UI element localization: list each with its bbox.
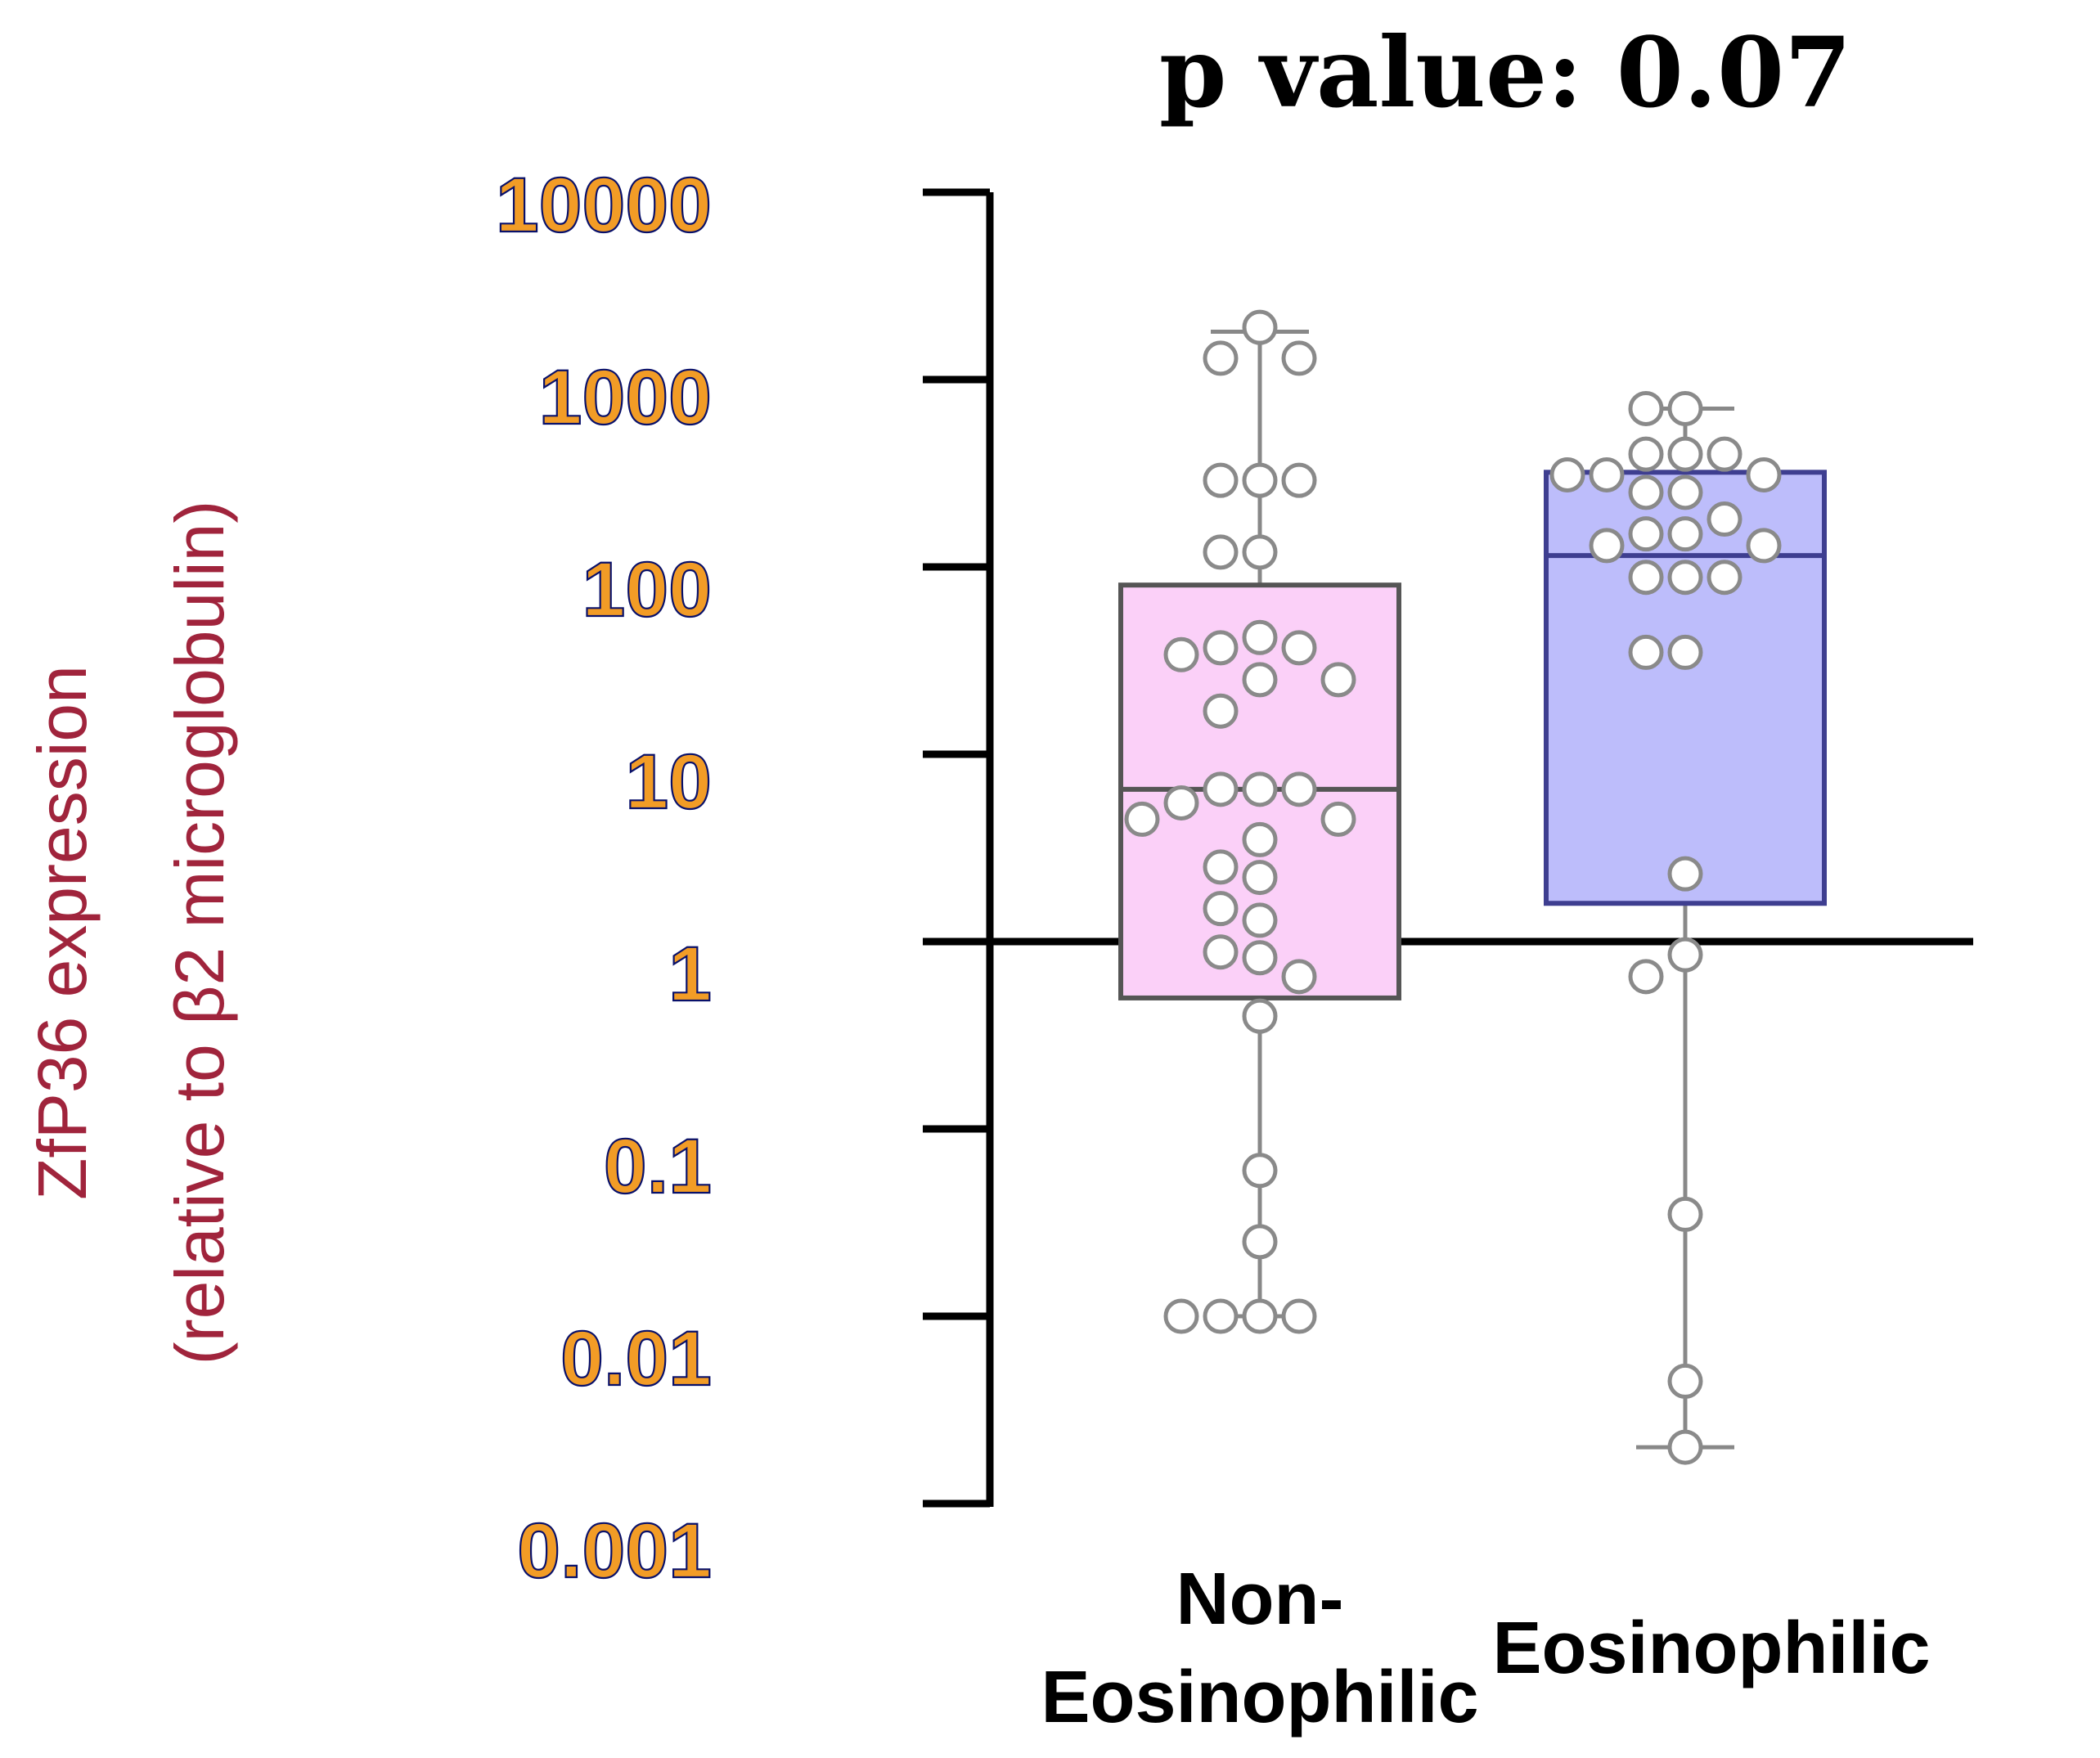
data-point [1281,340,1317,376]
data-point [1242,1298,1278,1334]
data-point [1320,801,1356,837]
data-point [1281,959,1317,995]
data-point [1242,619,1278,655]
y-axis-title-line2: (relative to β2 microglobulin) [161,501,238,1365]
data-point [1203,693,1239,729]
data-point [1203,630,1239,666]
data-point [1242,534,1278,570]
data-point [1242,998,1278,1034]
data-point [1589,456,1625,492]
data-point [1667,436,1703,472]
data-point [1203,934,1239,970]
data-point [1746,528,1782,564]
category-label-line2: Eosinophilic [1492,1607,1930,1689]
data-point [1707,436,1743,472]
data-point [1242,771,1278,807]
data-point [1667,474,1703,510]
category-label-line1: Non- [1176,1558,1344,1640]
data-point [1549,456,1585,492]
data-point [1667,634,1703,670]
category-label-line2: Eosinophilic [1041,1657,1478,1738]
data-point [1707,560,1743,596]
data-point [1124,801,1160,837]
data-point [1242,940,1278,976]
data-point [1203,534,1239,570]
data-point [1707,501,1743,537]
data-point [1667,856,1703,892]
data-point [1163,1298,1199,1334]
data-point [1667,1196,1703,1232]
data-point [1242,1224,1278,1260]
data-point [1667,560,1703,596]
data-point [1628,959,1664,995]
data-point [1628,516,1664,552]
data-point [1242,662,1278,698]
data-point [1281,462,1317,498]
data-point [1203,1298,1239,1334]
data-point [1628,436,1664,472]
y-tick-label: 0.01 [560,1315,712,1402]
data-point [1667,937,1703,973]
y-tick-label: 0.001 [517,1508,712,1594]
data-point [1667,1429,1703,1465]
box-group [1544,390,1827,1465]
data-point [1203,891,1239,927]
data-point [1628,634,1664,670]
data-point [1628,474,1664,510]
data-point [1281,630,1317,666]
y-tick-label: 10000 [496,162,712,249]
y-tick-label: 0.1 [604,1123,712,1210]
y-axis-title: ZfP36 expression (relative to β2 microgl… [24,501,238,1365]
data-point [1667,1363,1703,1399]
y-tick-labels: 10000 1000 100 10 1 0.1 0.01 0.001 [495,161,713,1595]
y-axis-title-line1: ZfP36 expression [24,665,101,1200]
box-group [1118,309,1401,1334]
data-point [1320,662,1356,698]
data-point [1163,636,1199,672]
chart-title: p value: 0.07 [1159,16,1851,129]
data-point [1281,1298,1317,1334]
data-point [1281,771,1317,807]
y-tick-label: 1 [668,931,712,1018]
data-point [1242,902,1278,938]
data-point [1203,771,1239,807]
data-point [1163,785,1199,821]
box-series [1118,309,1827,1465]
data-point [1242,309,1278,345]
data-point [1203,340,1239,376]
y-tick-label: 1000 [539,354,712,441]
data-point [1667,390,1703,426]
y-tick-label: 10 [625,739,712,825]
data-point [1667,516,1703,552]
data-point [1628,560,1664,596]
data-point [1242,821,1278,857]
y-tick-label: 100 [582,546,712,633]
data-point [1628,390,1664,426]
data-point [1589,528,1625,564]
data-point [1242,1153,1278,1189]
data-point [1242,860,1278,896]
data-point [1203,462,1239,498]
data-point [1203,849,1239,885]
data-point [1242,462,1278,498]
data-point [1746,456,1782,492]
